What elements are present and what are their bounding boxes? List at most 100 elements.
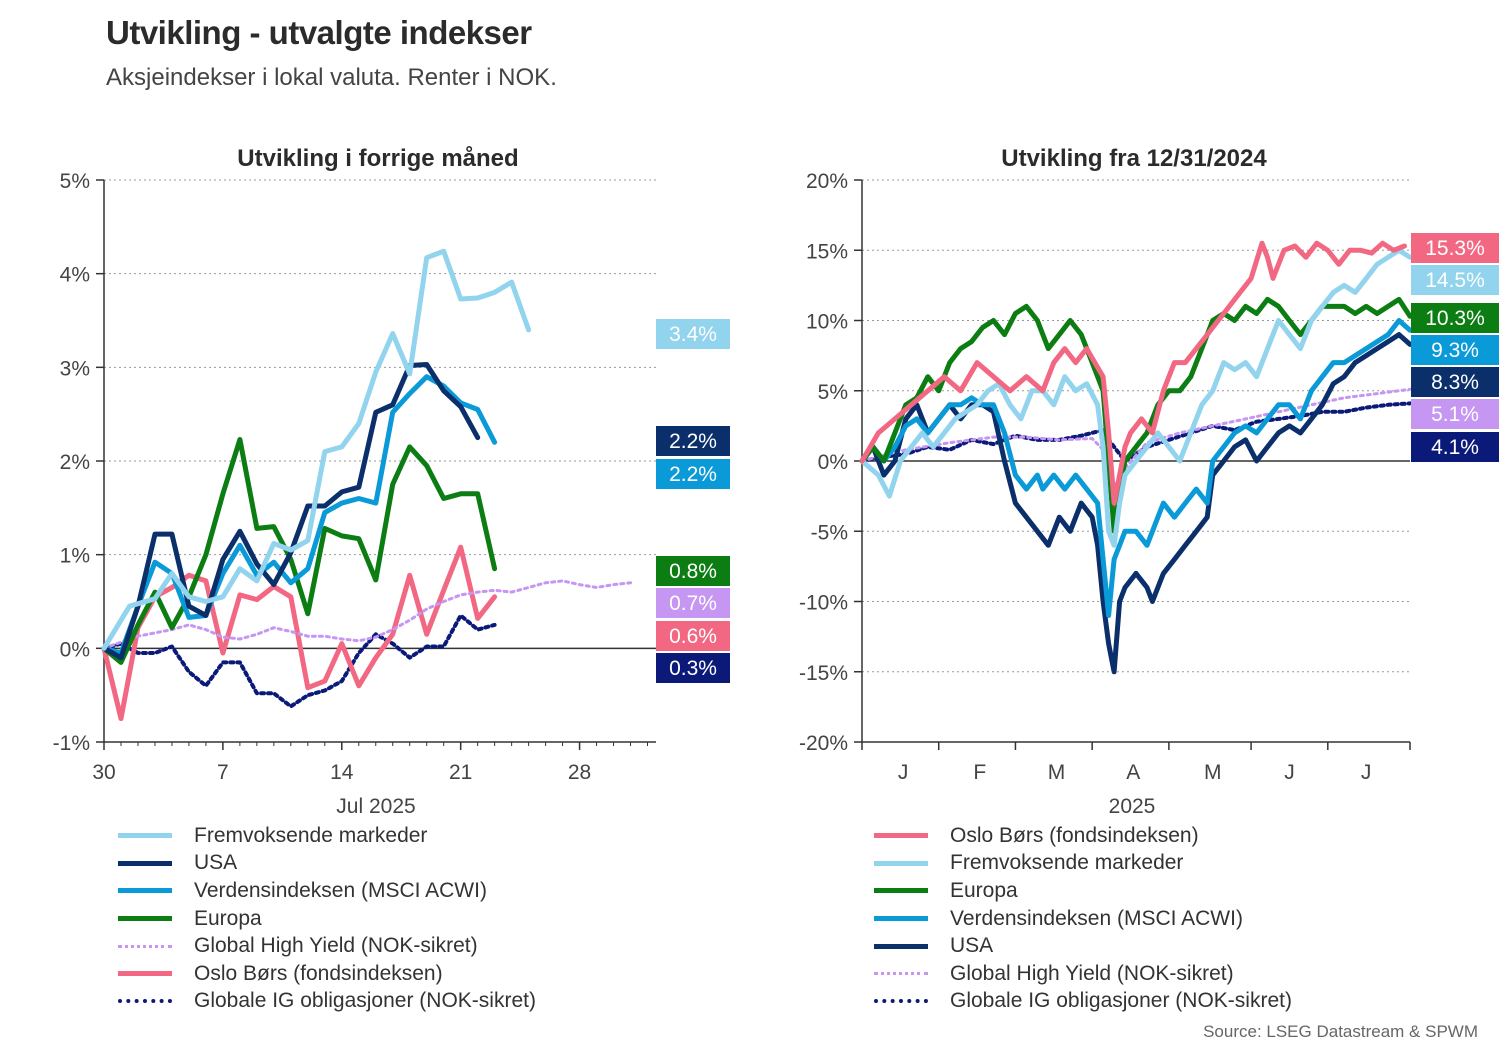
legend-item-europe: Europa: [862, 877, 1292, 905]
value-label-box-ig: [1411, 432, 1499, 462]
legend-swatch: [118, 944, 172, 948]
legend-item-world: Verdensindeksen (MSCI ACWI): [106, 877, 536, 905]
legend-item-highyield: Global High Yield (NOK-sikret): [862, 960, 1292, 988]
legend-item-ig: Globale IG obligasjoner (NOK-sikret): [106, 988, 536, 1016]
series-line-usa: [859, 332, 1413, 675]
legend-item-ig: Globale IG obligasjoner (NOK-sikret): [862, 988, 1292, 1016]
legend-label: USA: [194, 851, 238, 875]
x-tick-label: M: [1204, 761, 1222, 784]
series-line-oslo: [859, 240, 1407, 506]
value-label-box-highyield: [656, 588, 730, 618]
value-label-ig: 4.1%: [1431, 436, 1479, 459]
legend-swatch: [118, 971, 172, 977]
legend-label: Fremvoksende markeder: [194, 823, 428, 847]
page-subtitle: Aksjeindekser i lokal valuta. Renter i N…: [106, 64, 557, 91]
x-tick-label: 21: [449, 761, 472, 784]
x-tick-label: J: [898, 761, 909, 784]
x-axis-label: 2025: [1109, 795, 1156, 818]
value-label-box-world: [656, 459, 730, 489]
source-note: Source: LSEG Datastream & SPWM: [1203, 1022, 1478, 1041]
legend-swatch: [118, 999, 172, 1004]
chart-ytd: Utvikling fra 12/31/2024 20% 15% 10% 5% 0% -5%…: [799, 145, 1499, 818]
value-label-box-usa: [656, 426, 730, 456]
legend-label: USA: [950, 934, 994, 958]
legend-swatch: [118, 833, 172, 839]
series-line-world: [101, 374, 498, 656]
legend-swatch: [874, 943, 928, 949]
y-tick-label: 3%: [60, 357, 90, 380]
page-title: Utvikling - utvalgte indekser: [106, 14, 532, 51]
legend-label: Verdensindeksen (MSCI ACWI): [194, 878, 487, 902]
legend-swatch: [874, 972, 928, 976]
legend-label: Globale IG obligasjoner (NOK-sikret): [950, 989, 1292, 1013]
legend-label: Global High Yield (NOK-sikret): [950, 961, 1234, 985]
value-label-world: 9.3%: [1431, 339, 1479, 362]
series-line-usa: [101, 362, 481, 661]
x-tick-label: 7: [217, 761, 229, 784]
value-label-highyield: 0.7%: [669, 592, 717, 615]
value-label-highyield: 5.1%: [1431, 403, 1479, 426]
value-label-oslo: 0.6%: [669, 625, 717, 648]
y-tick-label: 0%: [818, 451, 848, 474]
y-tick-label: -5%: [811, 521, 848, 544]
x-tick-label: 14: [330, 761, 354, 784]
y-tick-label: -20%: [799, 732, 848, 755]
legend-swatch: [118, 916, 172, 922]
series-line-highyield: [860, 387, 1412, 488]
value-label-box-oslo: [656, 621, 730, 651]
y-tick-label: 15%: [806, 240, 848, 263]
legend-right: Oslo Børs (fondsindeksen) Fremvoksende ma…: [862, 822, 1292, 1015]
y-tick-label: 10%: [806, 311, 848, 334]
series-line-europe: [101, 437, 498, 665]
y-tick-label: 20%: [806, 170, 848, 193]
legend-item-europe: Europa: [106, 905, 536, 933]
series-line-emerging: [859, 247, 1413, 548]
y-tick-label: -1%: [53, 732, 90, 755]
value-label-box-emerging: [1411, 265, 1499, 295]
series-line-ig: [102, 613, 497, 709]
value-label-box-world: [1411, 335, 1499, 365]
value-label-emerging: 14.5%: [1425, 269, 1485, 292]
legend-item-world: Verdensindeksen (MSCI ACWI): [862, 905, 1292, 933]
value-label-europe: 0.8%: [669, 560, 717, 583]
chart-title: Utvikling i forrige måned: [237, 145, 518, 172]
value-label-box-europe: [1411, 303, 1499, 333]
value-label-usa: 2.2%: [669, 430, 717, 453]
y-tick-label: 0%: [60, 638, 90, 661]
y-tick-label: -10%: [799, 592, 848, 615]
x-tick-label: J: [1361, 761, 1372, 784]
chart-title: Utvikling fra 12/31/2024: [1001, 145, 1267, 172]
value-label-ig: 0.3%: [669, 657, 717, 680]
x-tick-label: 28: [568, 761, 591, 784]
value-label-box-highyield: [1411, 399, 1499, 429]
x-tick-label: A: [1126, 761, 1140, 784]
legend-item-oslo: Oslo Børs (fondsindeksen): [106, 960, 536, 988]
value-label-usa: 8.3%: [1431, 371, 1479, 394]
series-line-emerging: [101, 248, 532, 651]
legend-label: Oslo Børs (fondsindeksen): [950, 823, 1199, 847]
x-axis-label: Jul 2025: [336, 795, 415, 818]
series-line-world: [859, 318, 1413, 618]
y-tick-label: 4%: [60, 264, 90, 287]
legend-swatch: [874, 833, 928, 839]
legend-left: Fremvoksende markeder USA Verdensindeksen …: [106, 822, 536, 1015]
legend-swatch: [874, 916, 928, 922]
series-line-highyield: [102, 579, 632, 650]
legend-item-usa: USA: [106, 850, 536, 878]
legend-swatch: [874, 888, 928, 894]
value-label-box-ig: [656, 653, 730, 683]
legend-label: Verdensindeksen (MSCI ACWI): [950, 906, 1243, 930]
x-tick-label: 30: [92, 761, 115, 784]
series-line-ig: [860, 401, 1412, 463]
value-label-box-europe: [656, 556, 730, 586]
legend-item-emerging: Fremvoksende markeder: [862, 850, 1292, 878]
value-label-box-oslo: [1411, 233, 1499, 263]
series-line-oslo: [101, 544, 498, 722]
chart-last-month: Utvikling i forrige måned 5% 4% 3% 2% 1% 0% -1%…: [53, 145, 730, 818]
x-tick-label: M: [1048, 761, 1066, 784]
y-tick-label: -15%: [799, 662, 848, 685]
legend-swatch: [118, 888, 172, 894]
legend-item-usa: USA: [862, 932, 1292, 960]
legend-label: Europa: [194, 906, 262, 930]
